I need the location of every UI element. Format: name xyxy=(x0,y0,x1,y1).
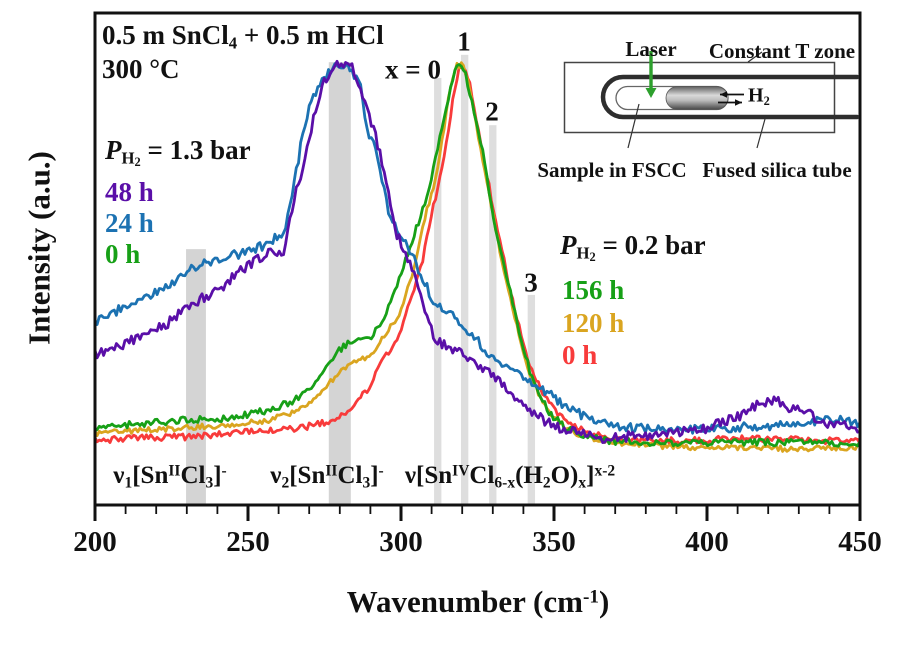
legend-left-item-0h: 0 h xyxy=(105,239,141,269)
leader-sample xyxy=(627,103,640,149)
leader-constant-t xyxy=(747,51,763,63)
inset-fused-silica-tube-label: Fused silica tube xyxy=(702,158,852,182)
legend-left-header: PH2 = 1.3 bar xyxy=(105,135,251,169)
legend-left-item-24h: 24 h xyxy=(105,208,154,238)
x-tick-label-300: 300 xyxy=(379,526,423,558)
inset-laser-arrow xyxy=(645,88,657,98)
inset-h2-label: H2 xyxy=(748,84,770,109)
legend-right-header: PH2 = 0.2 bar xyxy=(560,230,706,264)
shaded-band xyxy=(527,294,536,504)
plot-frame xyxy=(93,11,862,507)
x-tick-label-200: 200 xyxy=(73,526,117,558)
inset-sample-fscc-label: Sample in FSCC xyxy=(537,158,687,182)
legend-left-item-48h: 48 h xyxy=(105,177,154,207)
band-annotation-nu2-SnIICl3: ν2[SnIICl3]- xyxy=(270,462,384,492)
inset-fscc-schematic xyxy=(563,51,860,149)
shaded-band xyxy=(186,249,206,504)
peak-label-x0: x = 0 xyxy=(385,54,441,85)
shaded-band xyxy=(460,54,469,504)
inset-fused-silica-tube-shape xyxy=(600,74,860,120)
inset-laser-label: Laser xyxy=(625,37,677,61)
condition-title-line1: 0.5 m SnCl4 + 0.5 m HCl xyxy=(102,20,384,53)
inset-h2-arrow-right xyxy=(735,99,742,106)
x-axis-label: Wavenumber (cm-1) xyxy=(346,584,610,619)
shaded-band xyxy=(489,125,497,504)
spectrum-curve xyxy=(96,62,859,435)
legend-right-item-120h: 120 h xyxy=(562,308,625,338)
band-annotation-nu1-SnIICl3: ν1[SnIICl3]- xyxy=(113,462,227,492)
band-annotation-nu-SnIVCl6x: ν[SnIVCl6-x(H2O)x]x-2 xyxy=(404,462,616,492)
y-axis-label: Intensity (a.u.) xyxy=(21,151,57,345)
peak-label-2: 2 xyxy=(485,96,499,127)
legend-right-item-156h: 156 h xyxy=(562,275,625,305)
condition-title-line2: 300 °C xyxy=(102,54,180,84)
peak-label-1: 1 xyxy=(457,26,471,57)
legend-right-item-0h: 0 h xyxy=(562,340,598,370)
spectrum-curve xyxy=(96,59,859,444)
x-tick-label-400: 400 xyxy=(685,526,729,558)
peak-label-3: 3 xyxy=(524,267,538,298)
shaded-band xyxy=(328,62,351,504)
leader-tube xyxy=(756,118,766,149)
inset-h2-arrow-left xyxy=(720,91,727,98)
spectrum-curve xyxy=(96,63,859,448)
x-tick-label-450: 450 xyxy=(838,526,882,558)
inset-constant-t-zone-label: Constant T zone xyxy=(708,39,856,63)
shaded-band xyxy=(434,77,442,504)
x-tick-label-250: 250 xyxy=(226,526,270,558)
inset-piston-cylinder xyxy=(665,86,729,110)
x-tick-label-350: 350 xyxy=(532,526,576,558)
